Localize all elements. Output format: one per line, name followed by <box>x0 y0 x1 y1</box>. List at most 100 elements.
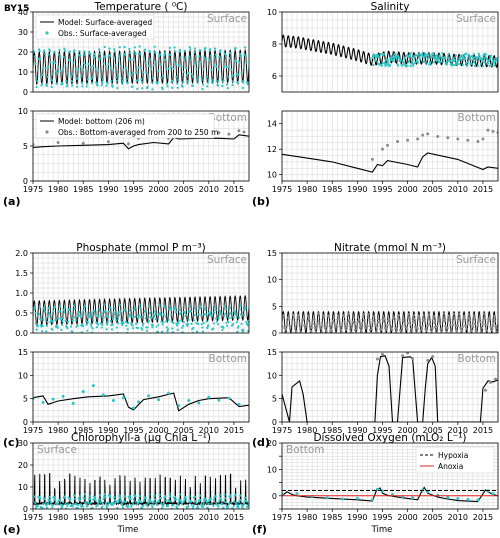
series-obs-surface-averaged-point <box>221 84 224 87</box>
series-obs-point <box>146 326 149 329</box>
series-obs-point <box>183 311 187 314</box>
series-obs-surface-averaged-point <box>36 80 39 83</box>
series-obs-point <box>134 500 138 503</box>
series-obs-surface-averaged-point <box>212 78 215 81</box>
series-obs-point <box>116 509 118 511</box>
series-obs-point <box>179 499 182 502</box>
series-obs-point <box>84 319 88 323</box>
series-obs-point <box>69 498 72 501</box>
y-tick-label: 12 <box>267 145 277 154</box>
series-obs-point <box>48 313 51 316</box>
series-obs-surface-averaged-point <box>192 62 196 65</box>
series-obs-point <box>459 331 463 333</box>
series-obs-point <box>118 494 121 497</box>
series-obs-point <box>232 315 235 319</box>
series-obs-point <box>466 138 470 142</box>
series-obs-surface-averaged-point <box>200 78 203 81</box>
series-obs-point <box>442 60 445 63</box>
series-obs-point <box>76 507 79 509</box>
series-obs-point <box>203 313 206 316</box>
series-obs-point <box>119 318 123 321</box>
series-obs-surface-averaged-point <box>126 81 129 84</box>
series-obs-point <box>197 401 201 405</box>
series-obs-point <box>242 329 245 332</box>
series-obs-point <box>429 61 432 64</box>
series-obs-point <box>438 54 441 57</box>
series-obs-point <box>408 54 412 58</box>
y-tick-label: 0 <box>23 418 28 427</box>
series-obs-surface-averaged-point <box>36 69 39 72</box>
series-obs-surface-averaged-point <box>207 78 210 81</box>
series-obs-point <box>362 313 365 316</box>
series-obs-point <box>160 502 163 505</box>
series-obs-point <box>348 318 351 322</box>
series-obs-surface-averaged-point <box>224 53 227 56</box>
series-obs-point <box>383 316 386 319</box>
series-obs-surface-averaged-point <box>41 73 44 77</box>
series-obs-point <box>180 502 183 505</box>
series-obs-surface-averaged-point <box>177 78 180 82</box>
series-obs-point <box>421 488 425 492</box>
series-obs-surface-averaged-point <box>144 61 147 64</box>
series-obs-surface-averaged-point <box>151 77 155 80</box>
series-obs-surface-averaged-point <box>178 50 181 53</box>
series-obs-point <box>466 63 469 67</box>
series-obs-point <box>195 330 199 333</box>
series-obs-point <box>323 326 326 330</box>
series-obs-point <box>452 323 455 326</box>
series-obs-point <box>153 310 156 313</box>
series-obs-point <box>358 318 361 321</box>
y-tick-label: 0.5 <box>15 309 28 318</box>
series-obs-surface-averaged-point <box>81 68 85 72</box>
series-obs-point <box>481 59 484 62</box>
series-obs-point <box>73 494 76 497</box>
series-obs-point <box>167 318 170 322</box>
series-obs-point <box>146 505 149 508</box>
series-obs-surface-averaged-point <box>237 73 240 76</box>
series-obs-point <box>218 493 221 496</box>
series-obs-point <box>247 329 249 333</box>
series-obs-surface-averaged-point <box>210 68 213 72</box>
series-obs-surface-averaged-point <box>162 58 165 62</box>
series-obs-surface-averaged-point <box>33 50 36 53</box>
series-obs-surface-averaged-point <box>114 64 117 67</box>
series-obs-point <box>436 134 440 138</box>
series-obs-point <box>469 58 472 61</box>
series-obs-point <box>435 54 438 57</box>
series-obs-point <box>295 322 299 325</box>
series-obs-point <box>36 324 39 327</box>
series-obs-point <box>112 501 115 504</box>
series-obs-point <box>484 328 487 331</box>
x-tick-label: 2000 <box>397 513 417 522</box>
series-obs-point <box>212 510 214 512</box>
panel-title: Salinity <box>371 1 410 13</box>
series-obs-point <box>352 316 355 319</box>
series-obs-point <box>51 328 54 331</box>
series-obs-point <box>488 58 492 61</box>
x-tick-label: 2015 <box>224 426 244 435</box>
series-obs-point <box>154 498 157 501</box>
series-obs-surface-averaged-point <box>90 81 94 84</box>
series-obs-point <box>335 323 338 327</box>
y-tick-label: 0 <box>272 418 277 427</box>
series-obs-point <box>97 323 100 326</box>
series-obs-point <box>237 506 240 509</box>
series-obs-point <box>169 313 173 316</box>
series-obs-point <box>384 329 387 332</box>
series-obs-point <box>76 324 79 327</box>
series-obs-point <box>141 328 144 331</box>
series-obs-point <box>403 57 406 60</box>
series-obs-point <box>493 377 497 381</box>
series-obs-point <box>217 398 221 402</box>
x-tick-label: 2000 <box>397 185 417 194</box>
series-obs-point <box>96 503 99 507</box>
series-obs-surface-averaged-point <box>83 53 86 56</box>
series-obs-point <box>77 503 80 507</box>
series-obs-point <box>237 402 241 406</box>
series-obs-point <box>476 324 480 327</box>
series-obs-surface-averaged-point <box>136 87 139 90</box>
series-obs-surface-averaged-point <box>174 50 177 53</box>
series-obs-point <box>131 324 134 327</box>
series-obs-surface-averaged-point <box>220 76 223 79</box>
series-obs-point <box>375 487 379 491</box>
